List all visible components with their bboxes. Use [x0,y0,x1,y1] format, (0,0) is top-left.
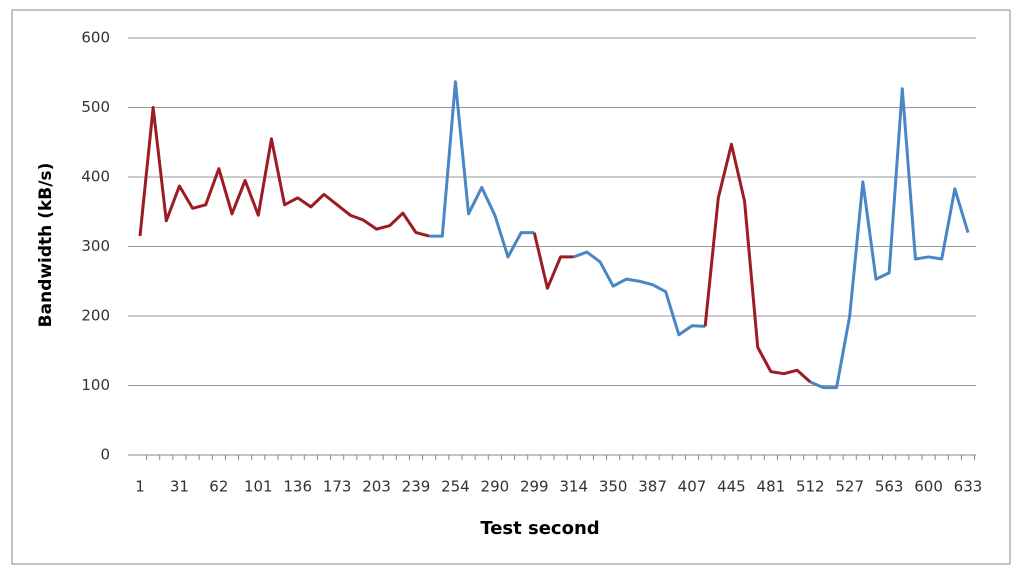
x-tick-label: 600 [914,478,943,496]
x-tick-label: 173 [323,478,352,496]
line-segment [809,87,970,390]
y-tick-label: 500 [81,98,110,116]
x-tick-label: 101 [244,478,273,496]
x-tick-label: 290 [481,478,510,496]
y-tick-label: 200 [81,307,110,325]
line-segment [138,106,430,238]
x-tick-label: 407 [678,478,707,496]
x-tick-label: 254 [441,478,470,496]
y-tick-label: 300 [81,237,110,255]
y-tick-label: 400 [81,168,110,186]
x-tick-label: 527 [835,478,864,496]
line-segment [532,232,574,290]
x-tick-label: 31 [170,478,189,496]
x-tick-label: 481 [757,478,786,496]
x-tick-label: 512 [796,478,825,496]
line-segment [429,80,535,259]
line-segment [573,250,706,337]
x-tick-label: 136 [283,478,312,496]
x-tick-label: 1 [135,478,145,496]
x-tick-label: 299 [520,478,549,496]
y-axis-label: Bandwidth (kB/s) [36,163,56,328]
x-tick-label: 387 [638,478,667,496]
x-tick-label: 203 [362,478,391,496]
y-tick-label: 100 [81,376,110,394]
line-segment [703,142,812,384]
x-tick-label: 563 [875,478,904,496]
y-tick-label: 600 [81,29,110,47]
x-axis-label: Test second [480,518,599,539]
x-tick-label: 445 [717,478,746,496]
x-tick-label: 633 [954,478,983,496]
x-tick-label: 62 [209,478,228,496]
x-tick-label: 314 [559,478,588,496]
x-tick-label: 239 [402,478,431,496]
chart-frame [11,9,1011,565]
x-tick-label: 350 [599,478,628,496]
y-tick-label: 0 [100,446,110,464]
